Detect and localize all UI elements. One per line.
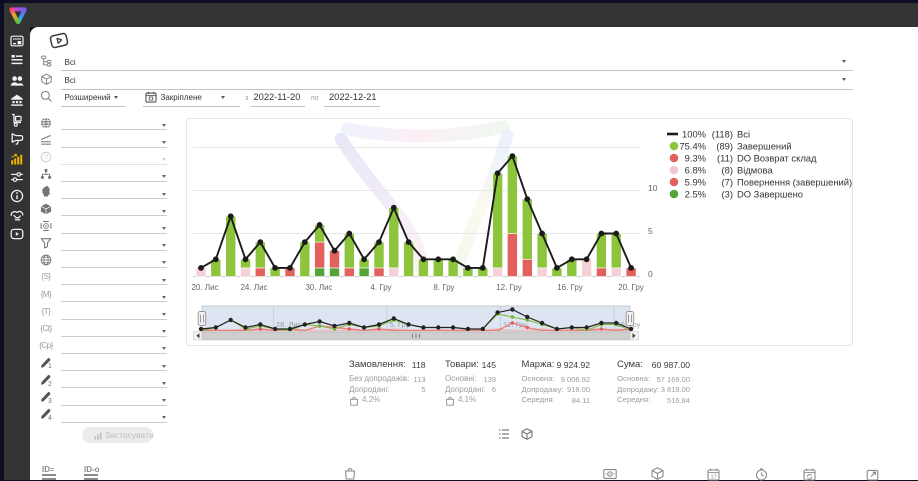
svg-text:10: 10 xyxy=(648,183,658,193)
svg-text:9.3%: 9.3% xyxy=(685,152,706,163)
svg-text:2.5%: 2.5% xyxy=(685,188,706,199)
svg-text:100%: 100% xyxy=(682,128,706,139)
svg-text:16. Гру: 16. Гру xyxy=(557,283,583,292)
svg-text:(7): (7) xyxy=(722,176,733,187)
svg-text:(11): (11) xyxy=(717,152,733,163)
svg-text:30. Лис: 30. Лис xyxy=(305,283,332,292)
svg-text:(3): (3) xyxy=(722,188,733,199)
svg-text:20. Гру: 20. Гру xyxy=(618,283,644,292)
svg-text:Відмова: Відмова xyxy=(737,164,773,175)
svg-text:17: 17 xyxy=(710,475,716,481)
svg-text:Повернення (завершений): Повернення (завершений) xyxy=(737,176,852,187)
svg-text:6.8%: 6.8% xyxy=(685,164,706,175)
svg-text:x: x xyxy=(452,401,454,406)
svg-text:DO Возврат склад: DO Возврат склад xyxy=(737,152,817,163)
svg-text:5. Гру: 5. Гру xyxy=(390,320,410,329)
svg-text:x: x xyxy=(356,401,358,406)
svg-text:(89): (89) xyxy=(716,140,733,151)
svg-text:(118): (118) xyxy=(712,128,733,139)
svg-text:24. Лис: 24. Лис xyxy=(240,283,267,292)
svg-text:5: 5 xyxy=(648,226,653,236)
svg-text:8. Гру: 8. Гру xyxy=(433,283,454,292)
svg-text:Завершений: Завершений xyxy=(737,140,792,151)
svg-text:(8): (8) xyxy=(722,164,733,175)
svg-text:0: 0 xyxy=(648,269,653,279)
svg-text:28. Лис: 28. Лис xyxy=(276,320,302,329)
svg-text:DO Завершено: DO Завершено xyxy=(737,188,803,199)
svg-text:20. Лис: 20. Лис xyxy=(191,283,218,292)
svg-text:?: ? xyxy=(44,154,48,161)
svg-text:12. Гру: 12. Гру xyxy=(496,283,522,292)
svg-text:Всі: Всі xyxy=(737,128,750,139)
svg-text:4. Гру: 4. Гру xyxy=(370,283,391,292)
svg-text:5.9%: 5.9% xyxy=(685,176,706,187)
svg-text:75.4%: 75.4% xyxy=(679,140,706,151)
